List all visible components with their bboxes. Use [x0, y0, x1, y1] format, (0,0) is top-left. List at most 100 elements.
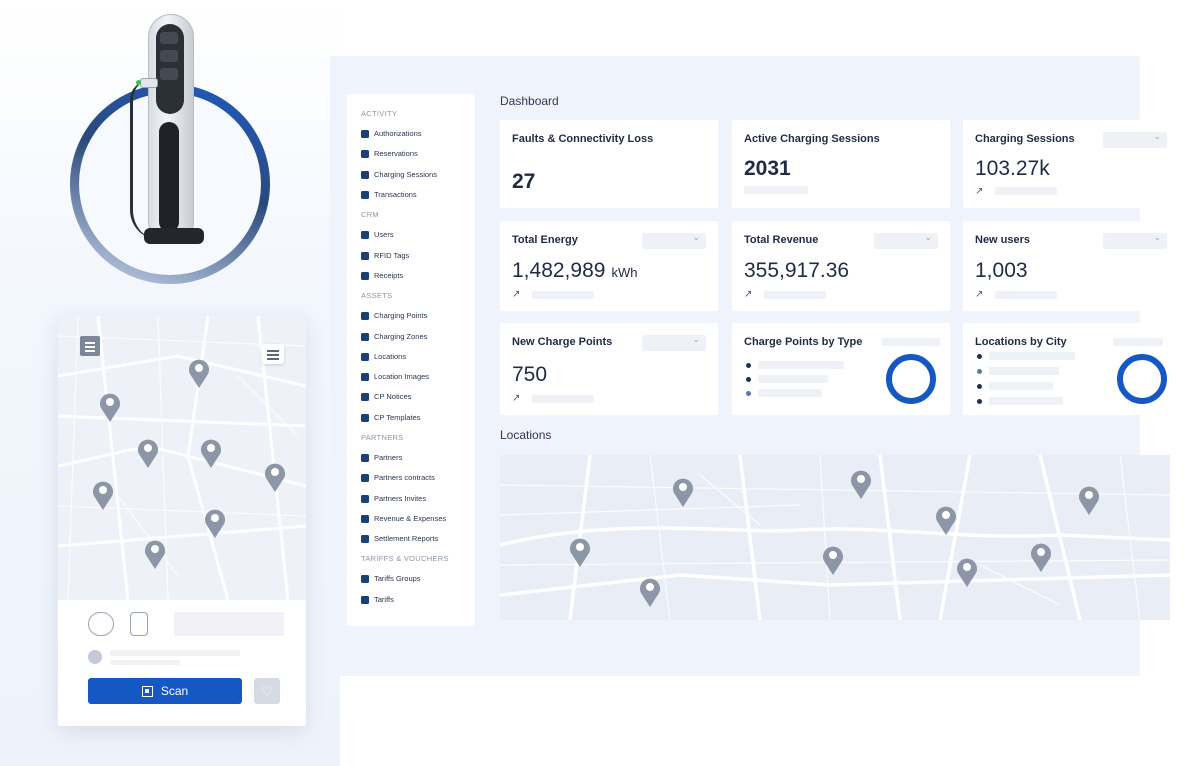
sidebar-item-partners-contracts[interactable]: Partners contracts	[361, 468, 475, 488]
sidebar-item-rfid-tags[interactable]: RFID Tags	[361, 245, 475, 265]
legend-dot	[746, 377, 751, 382]
card-unit: kWh	[611, 265, 638, 280]
placeholder-line	[995, 291, 1057, 299]
legend-label-placeholder	[989, 367, 1059, 375]
charger-illustration	[60, 10, 290, 290]
trend-up-icon: ↗	[744, 289, 753, 300]
connector-type2-icon[interactable]	[88, 612, 114, 636]
card-value: 750	[512, 363, 548, 386]
sidebar-item-tariffs[interactable]: Tariffs	[361, 590, 475, 610]
receipt-icon	[361, 271, 369, 280]
sidebar-item-cp-templates[interactable]: CP Templates	[361, 408, 475, 428]
locations-map-pins	[570, 470, 1099, 607]
image-icon	[361, 373, 369, 382]
sidebar-item-locations[interactable]: Locations	[361, 347, 475, 367]
tag-icon	[361, 595, 369, 604]
users-icon	[361, 231, 369, 240]
trend-up-icon: ↗	[512, 289, 521, 300]
menu-button[interactable]	[80, 336, 100, 356]
card-title: Charging Sessions	[975, 133, 1075, 145]
legend-dot	[977, 354, 982, 359]
period-select[interactable]	[1103, 131, 1167, 148]
trend-up-icon: ↗	[512, 393, 521, 404]
rfid-card-icon	[361, 251, 369, 260]
sidebar-section-assets: ASSETS	[361, 291, 393, 301]
charger-icon	[361, 312, 369, 321]
legend-dot	[977, 369, 982, 374]
navigate-icon[interactable]	[88, 650, 102, 664]
charger-slot	[160, 50, 178, 62]
card-locations-by-city[interactable]: Locations by City	[963, 323, 1170, 415]
charger-status-led	[136, 80, 141, 85]
pie-chart-icon	[361, 535, 369, 544]
placeholder-line	[532, 291, 594, 299]
connector-ccs-icon[interactable]	[130, 612, 148, 636]
trend-up-icon: ↗	[975, 186, 984, 197]
favorite-button[interactable]: ♡	[254, 678, 280, 704]
sidebar-item-settlement-reports[interactable]: Settlement Reports	[361, 529, 475, 549]
charger-window	[159, 122, 179, 232]
sidebar-item-partners-invites[interactable]: Partners Invites	[361, 488, 475, 508]
card-faults[interactable]: Faults & Connectivity Loss 27	[500, 120, 718, 208]
page-title: Dashboard	[500, 94, 559, 108]
period-select[interactable]	[874, 232, 938, 249]
card-active-sessions[interactable]: Active Charging Sessions 2031	[732, 120, 950, 208]
charger-slot	[160, 32, 178, 44]
placeholder-line	[764, 291, 826, 299]
sidebar-item-charging-points[interactable]: Charging Points	[361, 306, 475, 326]
legend-label-placeholder	[989, 382, 1053, 390]
filter-button[interactable]	[262, 344, 284, 364]
document-icon	[361, 413, 369, 422]
transfer-icon	[361, 191, 369, 200]
card-new-users[interactable]: New users 1,003 ↗	[963, 221, 1170, 311]
sidebar-item-partners[interactable]: Partners	[361, 448, 475, 468]
sidebar-item-receipts[interactable]: Receipts	[361, 266, 475, 286]
user-icon	[361, 454, 369, 462]
legend-label-placeholder	[989, 352, 1075, 360]
card-total-revenue[interactable]: Total Revenue 355,917.36 ↗	[732, 221, 950, 311]
legend-dot	[746, 363, 751, 368]
charger-slot	[160, 68, 178, 80]
address-placeholder	[110, 650, 240, 656]
period-select[interactable]	[1103, 232, 1167, 249]
money-icon	[361, 514, 369, 523]
heart-icon: ♡	[260, 682, 274, 699]
placeholder-line	[882, 338, 940, 346]
sidebar-section-partners: PARTNERS	[361, 432, 404, 442]
sidebar-item-reservations[interactable]: Reservations	[361, 144, 475, 164]
scan-button[interactable]: Scan	[88, 678, 242, 704]
placeholder-line	[1113, 338, 1163, 346]
sidebar-item-authorizations[interactable]: Authorizations	[361, 124, 475, 144]
legend-label-placeholder	[758, 389, 822, 397]
mobile-app: Scan ♡	[58, 316, 306, 726]
locations-map[interactable]	[500, 455, 1170, 620]
map-pin	[93, 359, 285, 569]
map-pin	[570, 470, 1099, 607]
period-select[interactable]	[642, 232, 706, 249]
address-placeholder	[110, 660, 180, 665]
sidebar-item-revenue-expenses[interactable]: Revenue & Expenses	[361, 509, 475, 529]
contract-icon	[361, 474, 369, 483]
sidebar: ACTIVITY Authorizations Reservations Cha…	[347, 94, 475, 626]
lock-icon	[361, 130, 369, 139]
card-charging-sessions[interactable]: Charging Sessions 103.27k ↗	[963, 120, 1170, 208]
card-value: 1,003	[975, 259, 1028, 282]
sidebar-item-cp-notices[interactable]: CP Notices	[361, 387, 475, 407]
sidebar-item-transactions[interactable]: Transactions	[361, 185, 475, 205]
connector-info-placeholder	[174, 612, 284, 636]
period-select[interactable]	[642, 334, 706, 351]
card-new-charge-points[interactable]: New Charge Points 750 ↗	[500, 323, 718, 415]
placeholder-line	[532, 395, 594, 403]
donut-chart	[1117, 354, 1167, 404]
sidebar-item-users[interactable]: Users	[361, 225, 475, 245]
legend-dot	[977, 399, 982, 404]
donut-chart	[886, 354, 936, 404]
card-charge-points-by-type[interactable]: Charge Points by Type	[732, 323, 950, 415]
sidebar-item-tariffs-groups[interactable]: Tariffs Groups	[361, 569, 475, 589]
sidebar-item-charging-zones[interactable]: Charging Zones	[361, 326, 475, 346]
sidebar-item-charging-sessions[interactable]: Charging Sessions	[361, 165, 475, 185]
mobile-map[interactable]	[58, 316, 306, 600]
sidebar-item-location-images[interactable]: Location Images	[361, 367, 475, 387]
charger-cable	[130, 80, 160, 240]
